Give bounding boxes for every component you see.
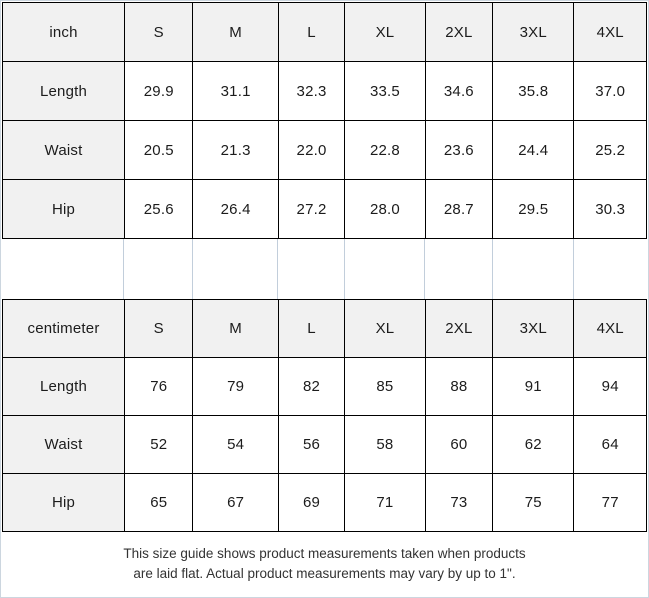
measurement-value-cell: 82 bbox=[277, 357, 346, 416]
measurement-value-cell: 31.1 bbox=[192, 61, 279, 121]
spacer-column-line bbox=[345, 239, 426, 299]
size-header-cell: 3XL bbox=[492, 2, 575, 62]
measurement-value-cell: 22.8 bbox=[344, 120, 426, 180]
note-line-1: This size guide shows product measuremen… bbox=[123, 545, 526, 561]
spacer-column-line bbox=[124, 239, 193, 299]
measurement-value-cell: 91 bbox=[492, 357, 575, 416]
measurement-label-cell: Length bbox=[1, 357, 126, 416]
measurement-value-cell: 69 bbox=[277, 473, 346, 532]
size-header-cell: 4XL bbox=[573, 2, 647, 62]
measurement-label-cell: Hip bbox=[1, 473, 126, 532]
measurement-row: Hip 65 67 69 71 73 75 77 bbox=[1, 473, 647, 532]
size-header-cell: XL bbox=[344, 299, 426, 358]
measurement-value-cell: 23.6 bbox=[424, 120, 494, 180]
measurement-value-cell: 88 bbox=[424, 357, 494, 416]
measurement-value-cell: 54 bbox=[192, 415, 279, 474]
spacer-column-line bbox=[493, 239, 575, 299]
measurement-row: Hip 25.6 26.4 27.2 28.0 28.7 29.5 30.3 bbox=[1, 179, 647, 239]
measurement-value-cell: 60 bbox=[424, 415, 494, 474]
size-header-cell: 2XL bbox=[424, 2, 494, 62]
size-header-row: inch S M L XL 2XL 3XL 4XL bbox=[1, 2, 647, 62]
measurement-value-cell: 65 bbox=[124, 473, 194, 532]
measurement-label-cell: Waist bbox=[1, 415, 126, 474]
size-header-cell: M bbox=[192, 2, 279, 62]
spacer-column-line bbox=[574, 239, 647, 299]
measurement-value-cell: 25.6 bbox=[124, 179, 194, 239]
measurement-value-cell: 30.3 bbox=[573, 179, 647, 239]
measurement-value-cell: 76 bbox=[124, 357, 194, 416]
measurement-value-cell: 85 bbox=[344, 357, 426, 416]
spacer-column-line bbox=[425, 239, 493, 299]
measurement-value-cell: 67 bbox=[192, 473, 279, 532]
spacer-column-line bbox=[2, 239, 125, 299]
measurement-label-cell: Length bbox=[1, 61, 126, 121]
measurement-value-cell: 28.7 bbox=[424, 179, 494, 239]
measurement-value-cell: 71 bbox=[344, 473, 426, 532]
measurement-value-cell: 34.6 bbox=[424, 61, 494, 121]
size-header-row: centimeter S M L XL 2XL 3XL 4XL bbox=[1, 299, 647, 358]
measurement-value-cell: 77 bbox=[573, 473, 647, 532]
size-table-inch: inch S M L XL 2XL 3XL 4XL Length 29.9 31.1 32.3 33.5… bbox=[1, 2, 647, 239]
measurement-value-cell: 64 bbox=[573, 415, 647, 474]
size-header-cell: 3XL bbox=[492, 299, 575, 358]
measurement-value-cell: 20.5 bbox=[124, 120, 194, 180]
size-header-cell: M bbox=[192, 299, 279, 358]
measurement-value-cell: 75 bbox=[492, 473, 575, 532]
measurement-value-cell: 35.8 bbox=[492, 61, 575, 121]
measurement-value-cell: 29.5 bbox=[492, 179, 575, 239]
measurement-value-cell: 21.3 bbox=[192, 120, 279, 180]
table-gap-spacer bbox=[2, 239, 647, 299]
size-header-cell: S bbox=[124, 299, 194, 358]
size-guide-note: This size guide shows product measuremen… bbox=[2, 532, 647, 597]
measurement-value-cell: 28.0 bbox=[344, 179, 426, 239]
measurement-label-cell: Waist bbox=[1, 120, 126, 180]
measurement-value-cell: 26.4 bbox=[192, 179, 279, 239]
measurement-value-cell: 37.0 bbox=[573, 61, 647, 121]
size-table-centimeter: centimeter S M L XL 2XL 3XL 4XL Length 76 79 82 85 88… bbox=[1, 299, 647, 532]
measurement-value-cell: 73 bbox=[424, 473, 494, 532]
measurement-value-cell: 29.9 bbox=[124, 61, 194, 121]
measurement-value-cell: 24.4 bbox=[492, 120, 575, 180]
measurement-row: Length 29.9 31.1 32.3 33.5 34.6 35.8 37.0 bbox=[1, 61, 647, 121]
size-header-cell: L bbox=[277, 299, 346, 358]
measurement-row: Waist 20.5 21.3 22.0 22.8 23.6 24.4 25.2 bbox=[1, 120, 647, 180]
measurement-row: Length 76 79 82 85 88 91 94 bbox=[1, 357, 647, 416]
spacer-column-line bbox=[193, 239, 279, 299]
size-header-cell: S bbox=[124, 2, 194, 62]
measurement-value-cell: 52 bbox=[124, 415, 194, 474]
unit-header-cell: inch bbox=[1, 2, 126, 62]
measurement-value-cell: 32.3 bbox=[277, 61, 346, 121]
size-header-cell: 2XL bbox=[424, 299, 494, 358]
unit-header-cell: centimeter bbox=[1, 299, 126, 358]
measurement-value-cell: 27.2 bbox=[277, 179, 346, 239]
spacer-column-line bbox=[278, 239, 345, 299]
measurement-value-cell: 56 bbox=[277, 415, 346, 474]
measurement-value-cell: 79 bbox=[192, 357, 279, 416]
size-header-cell: 4XL bbox=[573, 299, 647, 358]
measurement-value-cell: 94 bbox=[573, 357, 647, 416]
measurement-value-cell: 22.0 bbox=[277, 120, 346, 180]
measurement-value-cell: 58 bbox=[344, 415, 426, 474]
measurement-label-cell: Hip bbox=[1, 179, 126, 239]
measurement-value-cell: 33.5 bbox=[344, 61, 426, 121]
note-line-2: are laid flat. Actual product measuremen… bbox=[133, 565, 516, 581]
measurement-value-cell: 25.2 bbox=[573, 120, 647, 180]
measurement-row: Waist 52 54 56 58 60 62 64 bbox=[1, 415, 647, 474]
size-header-cell: L bbox=[277, 2, 346, 62]
measurement-value-cell: 62 bbox=[492, 415, 575, 474]
size-header-cell: XL bbox=[344, 2, 426, 62]
